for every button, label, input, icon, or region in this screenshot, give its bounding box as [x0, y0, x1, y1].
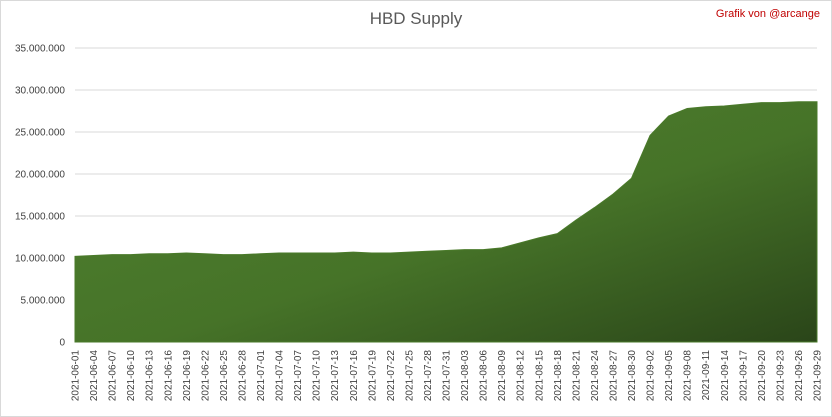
area — [74, 101, 818, 343]
x-tick-label: 2021-06-16 — [163, 350, 174, 402]
x-tick-label: 2021-07-13 — [330, 350, 341, 402]
x-tick-label: 2021-07-10 — [312, 350, 323, 402]
x-tick-label: 2021-06-13 — [145, 350, 156, 402]
x-tick-label: 2021-08-24 — [590, 350, 601, 402]
x-tick-label: 2021-08-12 — [516, 350, 527, 402]
x-tick-label: 2021-06-25 — [219, 350, 230, 402]
x-tick-label: 2021-07-04 — [275, 350, 286, 402]
y-tick-label: 5.000.000 — [21, 296, 66, 307]
x-tick-label: 2021-07-25 — [404, 350, 415, 402]
x-tick-label: 2021-07-31 — [442, 350, 453, 402]
x-tick-label: 2021-09-20 — [757, 350, 768, 402]
x-tick-label: 2021-08-09 — [497, 350, 508, 402]
chart-title: HBD Supply — [370, 9, 463, 28]
x-tick-label: 2021-06-04 — [89, 350, 100, 402]
x-tick-label: 2021-08-03 — [460, 350, 471, 402]
x-tick-label: 2021-09-26 — [794, 350, 805, 402]
y-tick-label: 35.000.000 — [15, 44, 65, 55]
y-tick-label: 20.000.000 — [15, 170, 65, 181]
x-tick-label: 2021-08-21 — [571, 350, 582, 402]
x-tick-label: 2021-06-28 — [237, 350, 248, 402]
x-tick-label: 2021-09-02 — [646, 350, 657, 402]
x-tick-label: 2021-08-18 — [553, 350, 564, 402]
x-tick-label: 2021-07-01 — [256, 350, 267, 402]
x-tick-label: 2021-09-05 — [664, 350, 675, 402]
x-tick-label: 2021-09-17 — [738, 350, 749, 402]
x-tick-label: 2021-06-01 — [71, 350, 82, 402]
x-tick-label: 2021-08-06 — [479, 350, 490, 402]
x-tick-label: 2021-06-19 — [182, 350, 193, 402]
x-tick-label: 2021-09-11 — [701, 350, 712, 401]
x-tick-label: 2021-06-07 — [108, 350, 119, 402]
x-tick-label: 2021-07-22 — [386, 350, 397, 402]
x-tick-label: 2021-09-29 — [813, 350, 824, 402]
y-tick-label: 25.000.000 — [15, 128, 65, 139]
x-tick-label: 2021-07-28 — [423, 350, 434, 402]
x-tick-label: 2021-06-10 — [126, 350, 137, 402]
x-tick-label: 2021-09-08 — [683, 350, 694, 402]
annotation: Grafik von @arcange — [716, 8, 820, 20]
x-tick-label: 2021-08-30 — [627, 350, 638, 402]
x-tick-label: 2021-08-27 — [608, 350, 619, 402]
x-tick-label: 2021-07-16 — [349, 350, 360, 402]
x-tick-label: 2021-07-07 — [293, 350, 304, 402]
x-tick-label: 2021-07-19 — [367, 350, 378, 402]
x-tick-label: 2021-06-22 — [200, 350, 211, 402]
x-tick-label: 2021-09-23 — [775, 350, 786, 402]
x-tick-label: 2021-09-14 — [720, 350, 731, 402]
x-tick-label: 2021-08-15 — [534, 350, 545, 402]
y-tick-label: 0 — [59, 338, 65, 349]
y-tick-label: 15.000.000 — [15, 212, 65, 223]
y-tick-label: 30.000.000 — [15, 86, 65, 97]
y-tick-label: 10.000.000 — [15, 254, 65, 265]
